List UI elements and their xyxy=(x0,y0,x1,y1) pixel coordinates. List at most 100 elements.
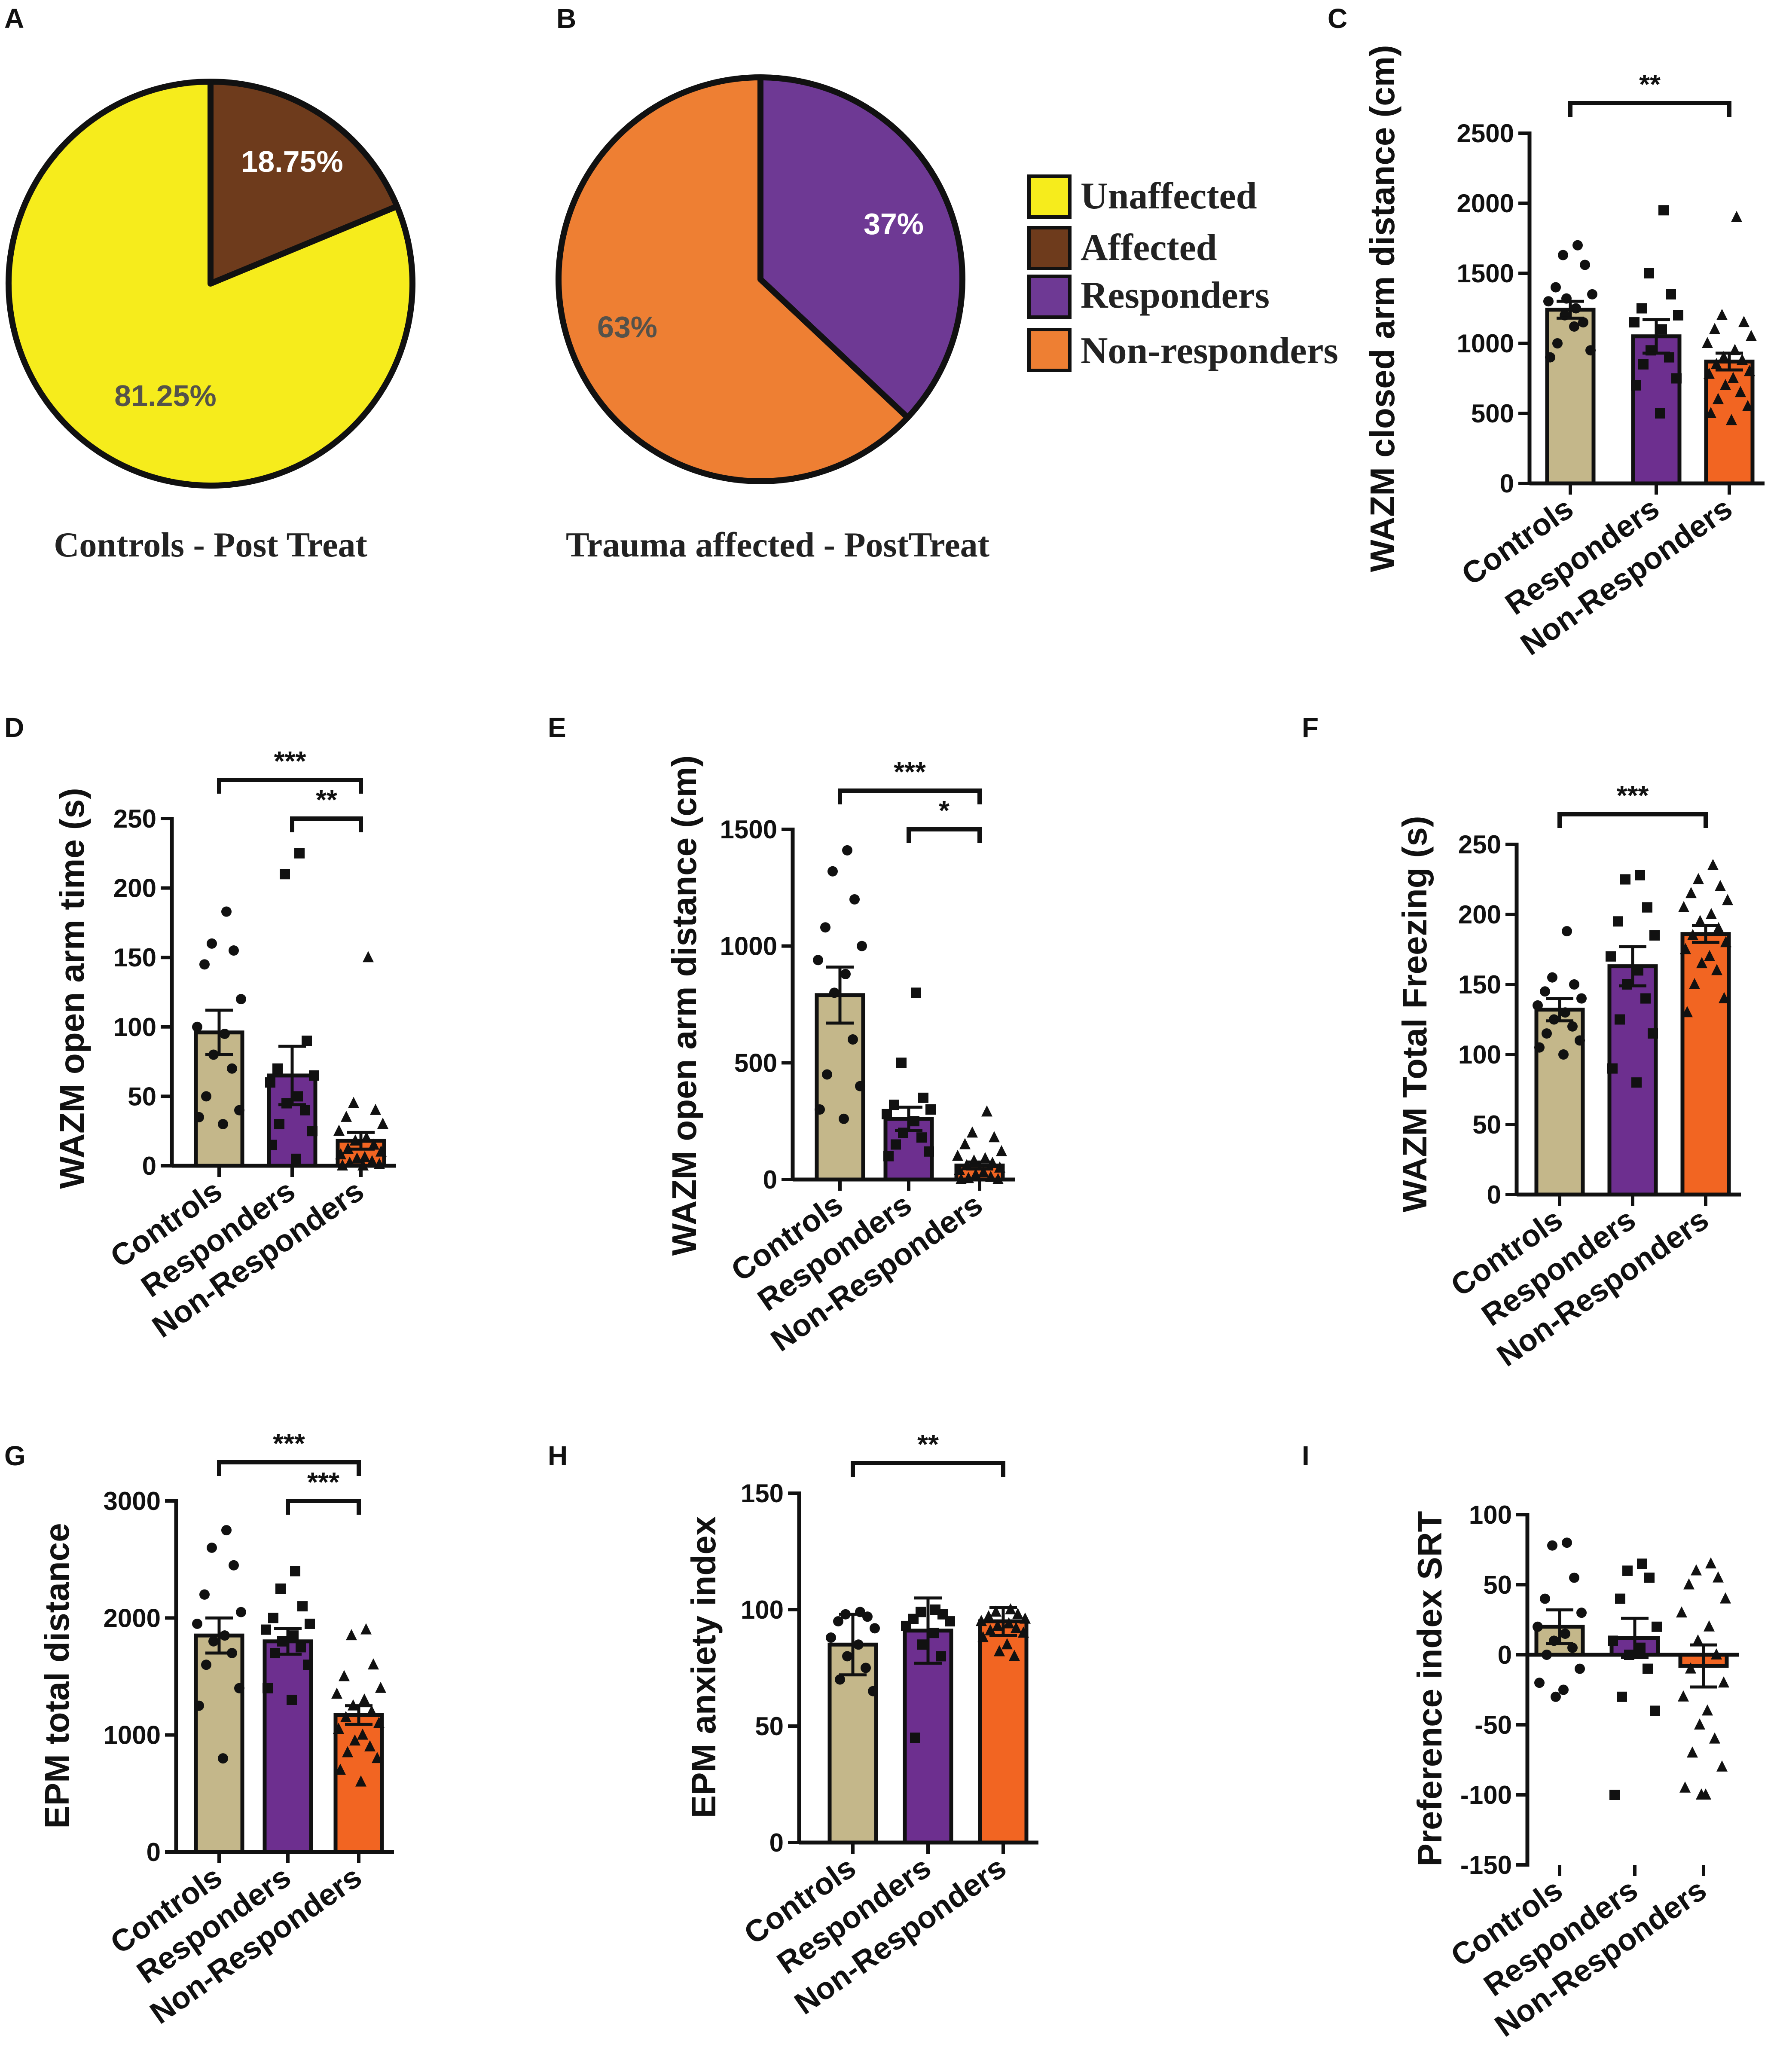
significance-label: *** xyxy=(894,756,926,787)
data-point-non-responders xyxy=(363,951,374,963)
data-point-non-responders xyxy=(1711,964,1722,975)
data-point-responders xyxy=(1648,1028,1658,1039)
data-point-controls xyxy=(1575,1663,1585,1674)
data-point-responders xyxy=(1609,1790,1620,1800)
data-point-controls xyxy=(1534,1678,1545,1688)
data-point-responders xyxy=(1629,317,1640,328)
data-point-non-responders xyxy=(331,1687,342,1699)
y-tick-label: 150 xyxy=(1458,970,1501,999)
data-point-controls xyxy=(221,906,232,917)
panel-label-d: D xyxy=(4,712,24,743)
y-tick-label: 500 xyxy=(1471,399,1514,428)
significance-bracket xyxy=(217,1460,361,1476)
data-point-non-responders xyxy=(1711,358,1722,369)
data-point-non-responders xyxy=(370,1103,381,1115)
data-point-non-responders xyxy=(1709,1732,1720,1744)
y-tick-label: 50 xyxy=(755,1712,784,1741)
data-point-controls xyxy=(1558,250,1568,260)
data-point-responders xyxy=(296,1642,306,1653)
data-point-non-responders xyxy=(1726,414,1737,425)
significance-bracket xyxy=(217,778,363,794)
data-point-controls xyxy=(848,1034,858,1045)
y-tick-label: -100 xyxy=(1460,1781,1512,1809)
data-point-controls xyxy=(236,994,246,1005)
data-point-non-responders xyxy=(990,1605,1001,1617)
data-point-responders xyxy=(297,1601,308,1612)
data-point-non-responders xyxy=(357,1728,368,1740)
data-point-responders xyxy=(1615,1014,1625,1025)
y-tick-label: 150 xyxy=(741,1479,784,1508)
pie-slice-unaffected xyxy=(6,79,415,489)
data-point-non-responders xyxy=(340,1711,351,1722)
data-point-responders xyxy=(1615,1593,1625,1604)
data-point-non-responders xyxy=(375,1681,386,1693)
y-tick-label: 2000 xyxy=(104,1604,161,1632)
data-point-responders xyxy=(1666,289,1676,299)
data-point-responders xyxy=(1617,1691,1627,1702)
data-point-responders xyxy=(274,1119,284,1130)
data-point-responders xyxy=(261,1624,271,1635)
data-point-controls xyxy=(833,1616,843,1627)
data-point-controls xyxy=(1562,1537,1572,1548)
y-axis-title: WAZM open arm distance (cm) xyxy=(665,755,703,1256)
data-point-non-responders xyxy=(1709,323,1720,334)
data-point-controls xyxy=(1547,972,1557,983)
significance-label: ** xyxy=(1639,69,1661,100)
data-point-controls xyxy=(1551,1691,1561,1702)
data-point-non-responders xyxy=(335,1763,346,1775)
data-point-non-responders xyxy=(364,1740,376,1751)
y-tick-label: 1500 xyxy=(720,815,777,844)
data-point-non-responders xyxy=(1737,354,1748,365)
data-point-non-responders xyxy=(1685,887,1697,898)
y-tick-label: 2500 xyxy=(1457,119,1514,148)
data-point-controls xyxy=(1534,1042,1545,1053)
data-point-responders xyxy=(1635,870,1645,880)
data-point-non-responders xyxy=(967,1126,978,1138)
data-point-non-responders xyxy=(1696,957,1707,969)
data-point-non-responders xyxy=(970,1168,981,1180)
panel-label-a: A xyxy=(4,3,24,34)
data-point-non-responders xyxy=(1715,880,1726,891)
y-tick-label: 250 xyxy=(1458,830,1501,859)
data-point-responders xyxy=(911,987,921,998)
data-point-non-responders xyxy=(1704,950,1715,961)
data-point-controls xyxy=(220,1630,230,1641)
data-point-responders xyxy=(909,1116,919,1127)
data-point-controls xyxy=(207,1542,217,1553)
data-point-controls xyxy=(1558,1049,1569,1060)
y-tick-label: 0 xyxy=(769,1828,784,1857)
data-point-non-responders xyxy=(1696,1788,1707,1800)
data-point-non-responders xyxy=(1689,978,1700,989)
data-point-non-responders xyxy=(1719,992,1730,1003)
bar-controls xyxy=(194,1633,244,1854)
data-point-controls xyxy=(815,1104,825,1115)
y-tick-label: 0 xyxy=(1500,469,1514,498)
data-point-responders xyxy=(916,1132,927,1143)
data-point-non-responders xyxy=(1722,894,1733,905)
data-point-non-responders xyxy=(994,1645,1005,1656)
data-point-controls xyxy=(1585,345,1596,356)
significance-bracket xyxy=(1557,812,1708,828)
y-tick-label: 150 xyxy=(113,943,156,972)
data-point-controls xyxy=(192,1618,202,1629)
y-tick-label: 100 xyxy=(1458,1040,1501,1069)
data-point-controls xyxy=(1569,1572,1579,1583)
bar-chart-wazm-total-freezing: 050100150200250ControlsRespondersNon-Res… xyxy=(1395,780,1741,1373)
y-tick-label: -150 xyxy=(1460,1851,1512,1879)
data-point-controls xyxy=(218,1119,228,1130)
data-point-controls xyxy=(199,959,210,970)
data-point-controls xyxy=(220,1028,230,1039)
pie-chart-trauma-affected: 37% 63% xyxy=(556,74,965,484)
data-point-non-responders xyxy=(368,1138,379,1150)
data-point-controls xyxy=(194,1700,204,1711)
data-point-responders xyxy=(1607,1063,1618,1074)
data-point-non-responders xyxy=(1716,1760,1728,1772)
data-point-responders xyxy=(1644,1572,1655,1583)
bar-chart-wazm-closed-arm-distance: 05001000150020002500ControlsRespondersNo… xyxy=(1363,45,1765,662)
bar-non-responders xyxy=(1680,932,1731,1197)
data-point-non-responders xyxy=(1742,400,1753,411)
data-point-responders xyxy=(1608,1635,1618,1646)
data-point-controls xyxy=(827,866,838,877)
y-tick-label: 250 xyxy=(113,804,156,833)
data-point-controls xyxy=(1569,979,1579,990)
